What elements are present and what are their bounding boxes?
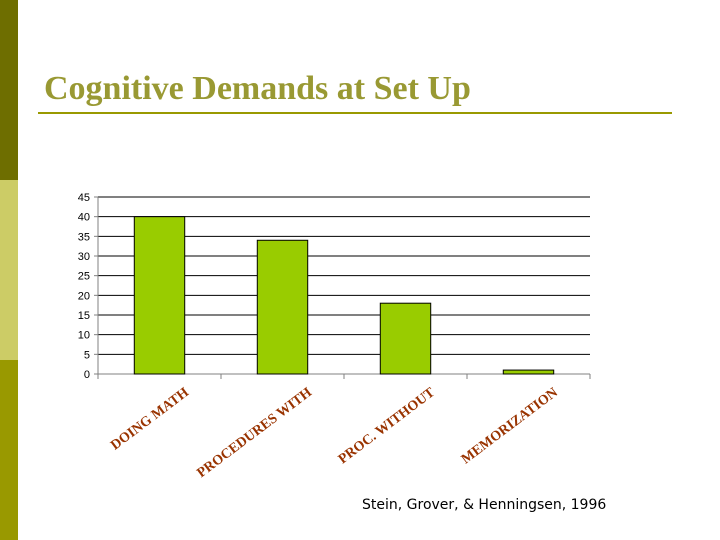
bar — [256, 239, 309, 375]
y-tick-label: 35 — [78, 231, 90, 243]
y-tick-label: 30 — [78, 251, 90, 263]
decorative-band-mid — [0, 360, 18, 540]
y-tick-label: 20 — [78, 290, 90, 302]
category-label: MEMORIZATION — [459, 385, 561, 467]
bar — [133, 216, 186, 375]
category-label: PROC. WITHOUT — [336, 385, 439, 467]
y-tick-label: 40 — [78, 212, 90, 224]
slide-title: Cognitive Demands at Set Up — [44, 70, 471, 107]
y-tick-label: 25 — [78, 271, 90, 283]
y-tick-label: 45 — [78, 192, 90, 204]
category-label: PROCEDURES WITH — [195, 385, 315, 481]
y-tick-label: 10 — [78, 330, 90, 342]
y-tick-label: 15 — [78, 310, 90, 322]
category-label: DOING MATH — [108, 385, 192, 453]
citation: Stein, Grover, & Henningsen, 1996 — [362, 497, 607, 513]
decorative-band-dark — [0, 0, 18, 180]
decorative-band-light — [0, 180, 18, 360]
title-underline — [38, 112, 672, 114]
y-tick-label: 0 — [84, 369, 90, 381]
y-tick-label: 5 — [84, 349, 90, 361]
bar — [379, 302, 432, 375]
bar — [502, 369, 555, 375]
